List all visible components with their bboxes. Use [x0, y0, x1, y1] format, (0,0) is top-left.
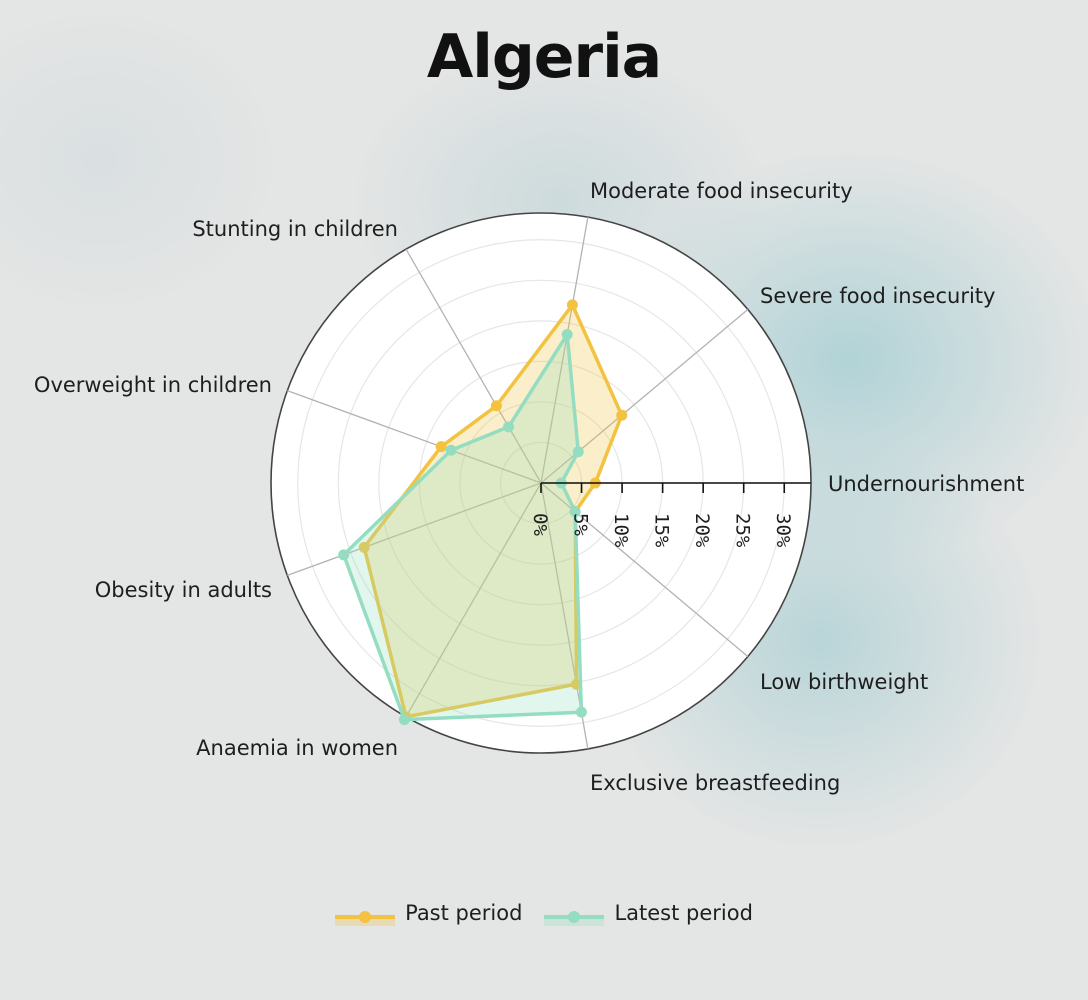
data-point-latest[interactable]	[338, 549, 350, 561]
category-label: Undernourishment	[828, 472, 1024, 496]
category-label: Severe food insecurity	[760, 284, 995, 308]
data-point-past[interactable]	[616, 409, 628, 421]
data-point-latest[interactable]	[445, 444, 457, 456]
category-label: Exclusive breastfeeding	[590, 771, 840, 795]
series-area-latest	[341, 332, 584, 722]
legend-swatch-latest	[544, 900, 605, 926]
data-point-past[interactable]	[358, 541, 370, 553]
data-point-latest[interactable]	[503, 421, 515, 433]
radial-tick-label: 10%	[610, 513, 632, 548]
category-labels: Undernourishment Severe food insecurity Mo…	[34, 179, 1024, 795]
legend-label-latest: Latest period	[614, 901, 753, 925]
legend-swatch-past	[335, 900, 396, 926]
data-point-past[interactable]	[490, 400, 502, 412]
chart-title: Algeria	[426, 22, 662, 92]
data-point-past[interactable]	[566, 299, 578, 311]
radial-tick-label: 5%	[570, 513, 592, 536]
category-label: Low birthweight	[760, 670, 928, 694]
legend: Past period Latest period	[0, 900, 1088, 926]
category-label: Overweight in children	[34, 373, 272, 397]
spoke	[405, 482, 542, 718]
spoke	[287, 390, 542, 484]
legend-item-latest[interactable]: Latest period	[544, 900, 753, 926]
category-label: Moderate food insecurity	[590, 179, 853, 203]
category-label: Stunting in children	[192, 217, 398, 241]
data-point-latest[interactable]	[561, 328, 573, 340]
data-point-latest[interactable]	[575, 706, 587, 718]
spoke	[405, 248, 542, 484]
radial-tick-label: 15%	[651, 513, 673, 548]
legend-item-past[interactable]: Past period	[335, 900, 522, 926]
radial-axis: 0% 5% 10% 15% 20% 25% 30%	[529, 482, 811, 548]
category-label: Anaemia in women	[196, 736, 398, 760]
radial-tick-label: 0%	[529, 513, 551, 536]
legend-label-past: Past period	[405, 901, 523, 925]
data-point-past[interactable]	[435, 441, 447, 453]
radial-tick-label: 25%	[732, 513, 754, 548]
data-point-latest[interactable]	[572, 446, 584, 458]
radar-series	[338, 299, 628, 726]
radial-tick-label: 30%	[772, 513, 794, 548]
category-label: Obesity in adults	[95, 578, 272, 602]
data-point-latest[interactable]	[569, 506, 581, 518]
data-point-latest[interactable]	[398, 714, 410, 726]
radial-tick-label: 20%	[691, 513, 713, 548]
spoke	[540, 216, 589, 484]
spoke	[287, 482, 542, 576]
